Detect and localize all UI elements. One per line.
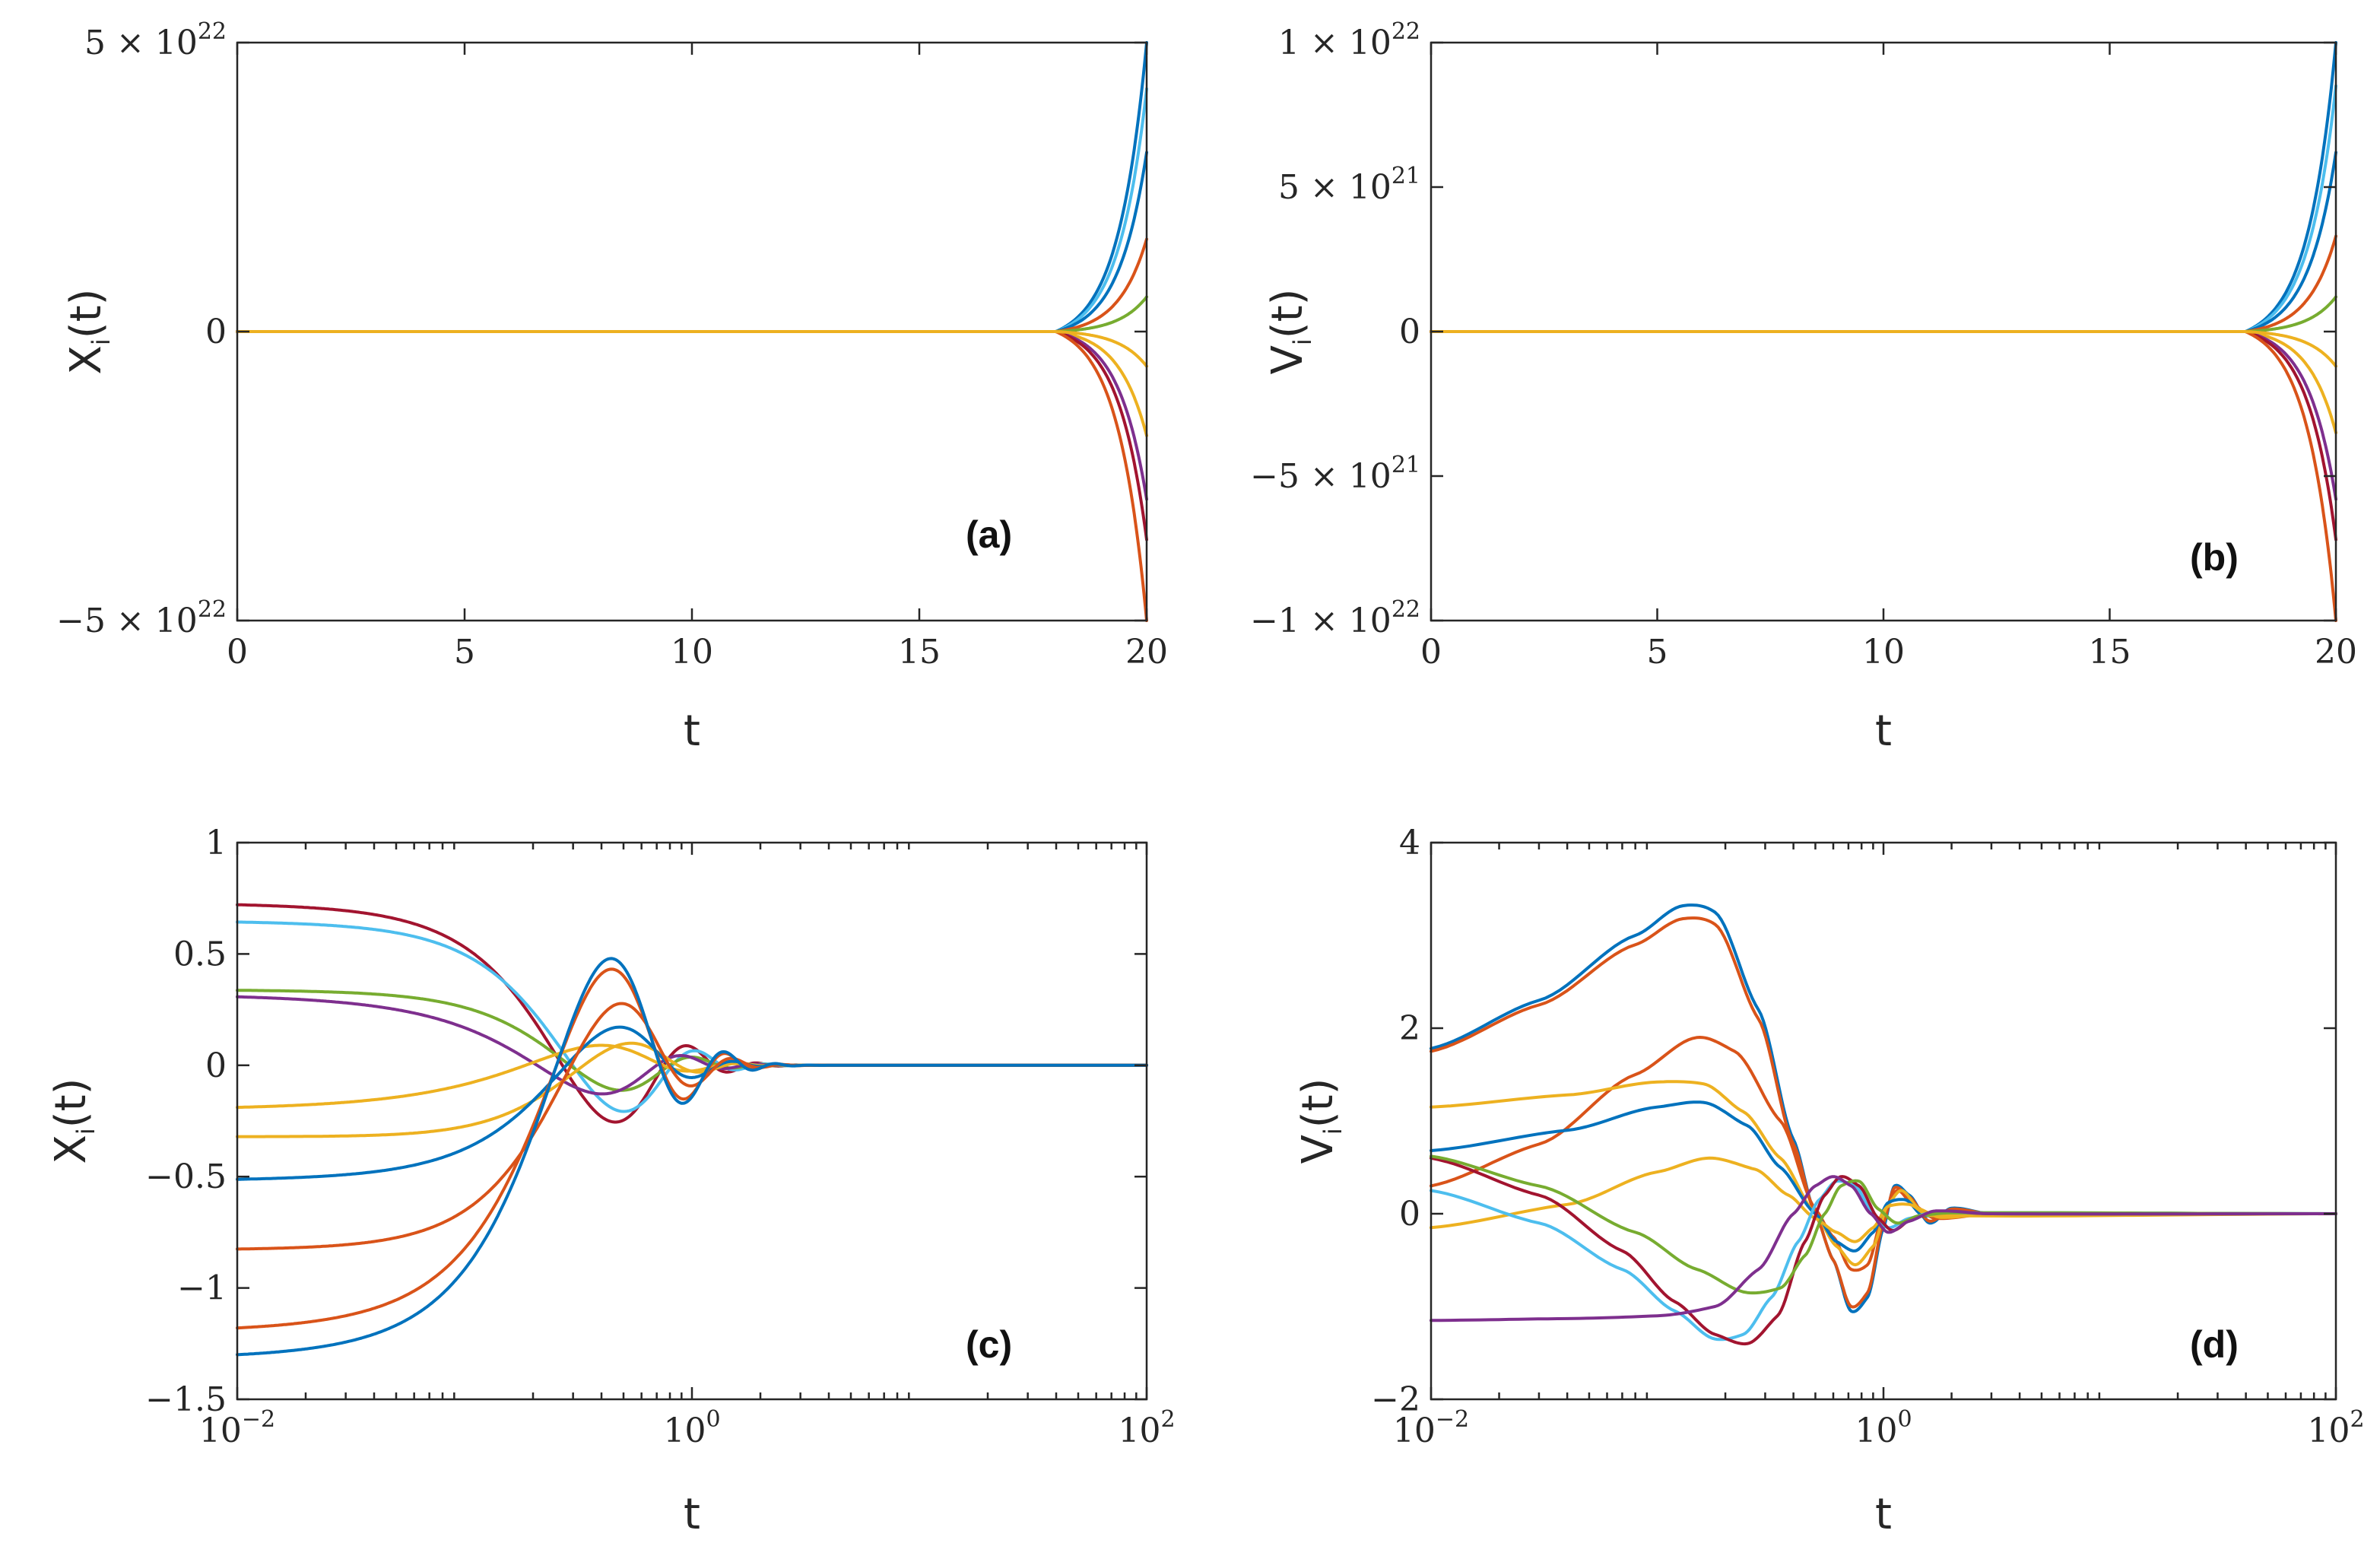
series-d-s9 (1430, 1154, 2337, 1295)
x-axis-label-a: t (684, 706, 700, 756)
y-tick-label-c-4: −1 (177, 1269, 227, 1308)
x-tick-label-b-4: 20 (2315, 633, 2357, 672)
y-tick-label-c-3: −0.5 (145, 1157, 227, 1196)
x-tick-label-c-0: 10−2 (199, 1406, 275, 1450)
series-b-s7 (1430, 330, 2337, 501)
x-tick-label-d-0: 10−2 (1393, 1406, 1469, 1450)
y-tick-label-b-1: 5 × 1021 (1278, 163, 1420, 207)
series-layer-d (1430, 903, 2337, 1346)
series-c-s9 (236, 967, 1148, 1330)
y-tick-label-a-1: 0 (205, 313, 227, 351)
x-tick-label-a-0: 0 (227, 633, 248, 672)
series-a-s5 (236, 295, 1148, 333)
series-b-s1 (1430, 41, 2337, 333)
series-a-s10 (236, 330, 1148, 368)
series-d-s6 (1430, 1156, 2337, 1243)
panel-c: 10−2 100 102 1 0.5 0 −0.5 −1 −1.5 (c) t Xi(t) (46, 824, 1176, 1539)
plot-frame-c (236, 841, 1148, 1401)
series-b-s9 (1430, 330, 2337, 622)
plot-frame-d (1430, 841, 2337, 1401)
series-a-s7 (236, 330, 1148, 501)
x-tick-label-a-3: 15 (898, 633, 941, 672)
series-d-s10 (1430, 1175, 2337, 1322)
series-b-s3 (1430, 151, 2337, 333)
series-layer-a (236, 41, 1148, 622)
series-b-s8 (1430, 330, 2337, 541)
x-tick-label-c-1: 100 (663, 1406, 720, 1450)
series-c-s1 (236, 903, 1148, 1124)
y-tick-label-d-2: 0 (1399, 1195, 1420, 1234)
y-tick-label-b-2: 0 (1399, 313, 1420, 351)
x-tick-label-a-2: 10 (671, 633, 713, 672)
ticks-layer-b: 0 5 10 15 20 1 × 1022 5 × 1021 0 −5 × 1021 −1 × 1… (1250, 18, 2357, 672)
ticks-layer-d: 10−2 100 102 4 2 0 −2 (1371, 824, 2364, 1450)
y-tick-label-b-3: −5 × 1021 (1250, 452, 1420, 496)
y-tick-label-c-1: 0.5 (173, 935, 227, 973)
y-tick-label-c-0: 1 (205, 824, 227, 862)
y-axis-label-c: Xi(t) (46, 1078, 100, 1164)
y-tick-label-b-0: 1 × 1022 (1278, 18, 1420, 62)
y-axis-label-a: Xi(t) (62, 289, 116, 375)
series-d-s8 (1430, 1156, 2337, 1346)
x-axis-label-d: t (1875, 1490, 1892, 1539)
series-c-s10 (236, 957, 1148, 1357)
ticks-layer-c: 10−2 100 102 1 0.5 0 −0.5 −1 −1.5 (145, 824, 1175, 1450)
y-tick-label-b-4: −1 × 1022 (1250, 596, 1420, 640)
panel-d: 10−2 100 102 4 2 0 −2 (d) t Vi(t) (1293, 824, 2365, 1539)
panel-label-d: (d) (2190, 1323, 2239, 1366)
y-tick-label-a-0: 5 × 1022 (84, 18, 227, 62)
x-tick-label-b-3: 15 (2089, 633, 2131, 672)
series-d-s1 (1430, 903, 2337, 1313)
y-tick-label-c-2: 0 (205, 1046, 227, 1085)
y-tick-label-c-5: −1.5 (145, 1380, 227, 1419)
series-b-s5 (1430, 295, 2337, 333)
series-d-s2 (1430, 916, 2337, 1309)
y-tick-label-d-0: 4 (1399, 824, 1420, 862)
panel-b: 0 5 10 15 20 1 × 1022 5 × 1021 0 −5 × 1021 −1 × 1… (1250, 18, 2357, 756)
x-tick-label-b-0: 0 (1420, 633, 1442, 672)
series-a-s6 (236, 330, 1148, 437)
panel-label-c: (c) (966, 1323, 1012, 1366)
x-axis-label-c: t (684, 1490, 700, 1539)
y-axis-label-d: Vi(t) (1293, 1078, 1347, 1164)
series-b-s6 (1430, 330, 2337, 434)
panel-label-a: (a) (966, 513, 1012, 556)
series-c-s2 (236, 920, 1148, 1113)
series-a-s4 (236, 237, 1148, 333)
x-tick-label-d-2: 102 (2307, 1406, 2364, 1450)
series-c-s8 (236, 1002, 1148, 1251)
series-a-s9 (236, 330, 1148, 622)
panel-label-b: (b) (2190, 536, 2239, 579)
x-tick-label-c-2: 102 (1118, 1406, 1175, 1450)
series-b-s4 (1430, 234, 2337, 333)
y-tick-label-a-2: −5 × 1022 (56, 596, 227, 640)
series-layer-c (236, 903, 1148, 1357)
x-tick-label-b-1: 5 (1647, 633, 1668, 672)
x-tick-label-d-1: 100 (1855, 1406, 1912, 1450)
series-b-s10 (1430, 330, 2337, 368)
y-tick-label-d-1: 2 (1399, 1009, 1420, 1048)
y-axis-label-b: Vi(t) (1263, 289, 1317, 375)
y-tick-label-d-3: −2 (1371, 1380, 1420, 1419)
x-tick-label-a-4: 20 (1125, 633, 1168, 672)
series-a-s1 (236, 41, 1148, 333)
series-a-s3 (236, 151, 1148, 333)
series-a-s8 (236, 330, 1148, 541)
series-a-s2 (236, 87, 1148, 333)
series-layer-b (1430, 41, 2337, 622)
x-tick-label-a-1: 5 (454, 633, 475, 672)
series-b-s2 (1430, 84, 2337, 333)
x-tick-label-b-2: 10 (1862, 633, 1905, 672)
x-axis-label-b: t (1875, 706, 1892, 756)
series-d-s5 (1430, 1100, 2337, 1253)
series-c-s4 (236, 995, 1148, 1096)
